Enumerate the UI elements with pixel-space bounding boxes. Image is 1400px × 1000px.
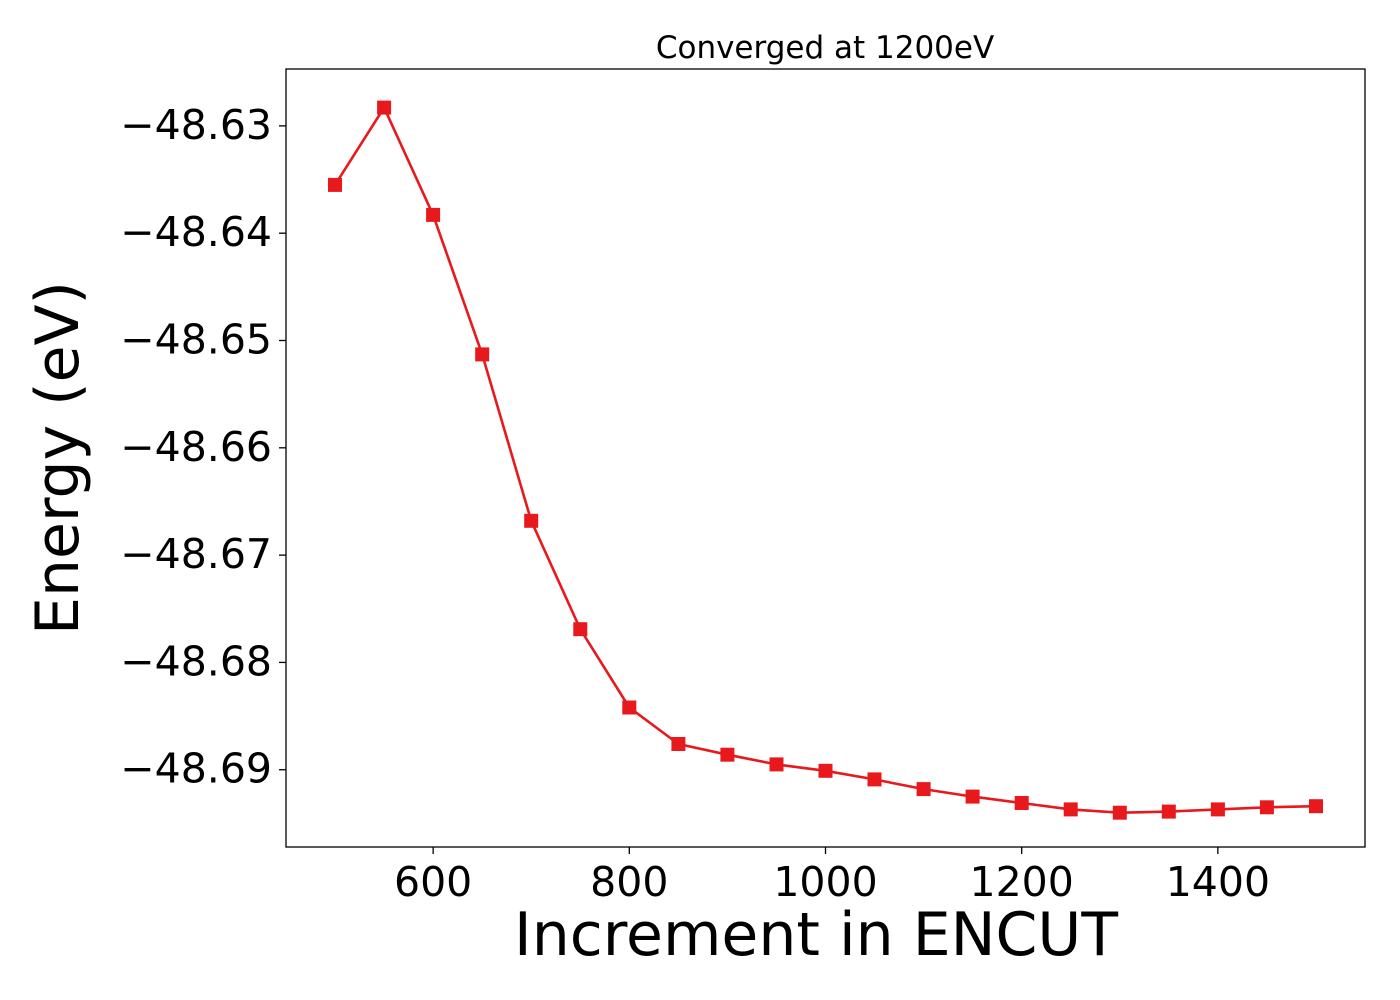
- plot-area-frame: [285, 68, 1366, 848]
- data-point-marker: [1063, 802, 1078, 817]
- data-point-marker: [1014, 796, 1029, 810]
- data-point-marker: [1259, 800, 1274, 815]
- x-tick-label: 1200: [970, 858, 1074, 906]
- data-point-marker: [622, 700, 637, 715]
- y-axis-ticks: −48.63 −48.64 −48.65 −48.66 −48.67 −48.68 −48.…: [120, 101, 286, 793]
- data-point-marker: [671, 737, 686, 751]
- data-point-marker: [1309, 799, 1323, 814]
- data-point-marker: [573, 622, 588, 637]
- y-tick-label: −48.69: [120, 745, 272, 793]
- data-point-marker: [916, 782, 931, 797]
- data-point-marker: [965, 789, 980, 804]
- data-point-marker: [328, 177, 342, 192]
- y-tick-label: −48.64: [120, 208, 272, 256]
- chart-title: Converged at 1200eV: [656, 30, 994, 66]
- x-tick-label: 1000: [773, 858, 877, 906]
- series-layer: [328, 100, 1323, 820]
- x-axis-ticks: 600 800 1000 1200 1400: [394, 847, 1270, 906]
- data-point-marker: [769, 757, 784, 772]
- data-point-marker: [475, 347, 490, 362]
- y-tick-label: −48.68: [120, 637, 272, 685]
- data-point-marker: [426, 207, 441, 222]
- x-tick-label: 800: [590, 858, 668, 906]
- data-point-marker: [377, 100, 392, 115]
- x-axis-label: Increment in ENCUT: [514, 900, 1118, 970]
- y-tick-label: −48.66: [120, 423, 272, 471]
- y-axis-label: Energy (eV): [23, 281, 93, 635]
- data-point-marker: [1112, 805, 1127, 820]
- data-point-marker: [1161, 804, 1176, 819]
- data-point-marker: [524, 513, 539, 528]
- data-point-marker: [720, 747, 735, 762]
- data-point-marker: [818, 763, 833, 778]
- y-tick-label: −48.65: [120, 315, 272, 363]
- x-tick-label: 1400: [1166, 858, 1270, 906]
- data-point-marker: [867, 772, 882, 787]
- data-point-marker: [1210, 802, 1225, 817]
- x-tick-label: 600: [394, 858, 472, 906]
- y-tick-label: −48.67: [120, 530, 272, 578]
- y-tick-label: −48.63: [120, 101, 272, 149]
